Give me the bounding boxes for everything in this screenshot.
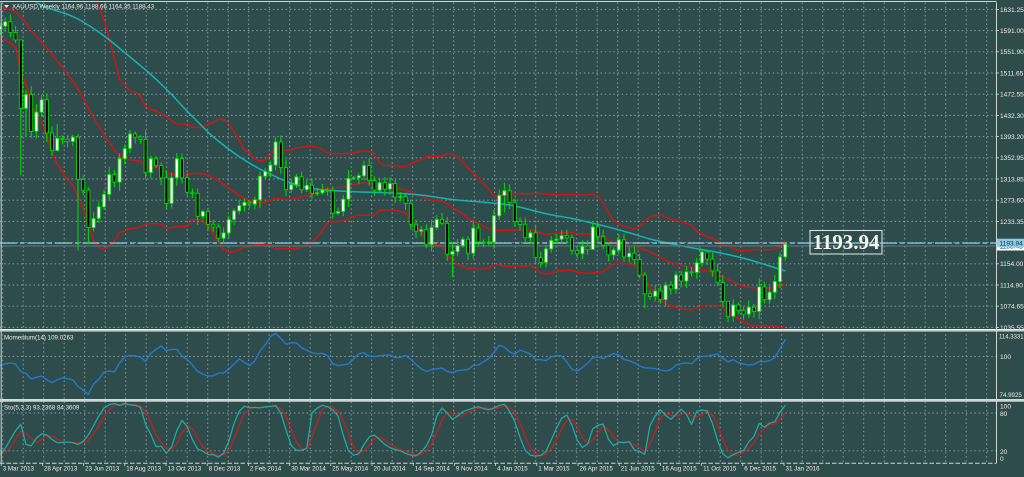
svg-text:1 Mar 2015: 1 Mar 2015 [538,466,570,473]
svg-text:1631.25: 1631.25 [1000,7,1024,14]
svg-text:74.9925: 74.9925 [1000,392,1023,399]
svg-text:31 Jan 2016: 31 Jan 2016 [786,466,821,473]
svg-text:16 Aug 2015: 16 Aug 2015 [662,466,697,473]
svg-text:Momentum(14) 109.0263: Momentum(14) 109.0263 [4,335,74,342]
svg-text:100: 100 [1000,403,1011,410]
svg-text:30 Mar 2014: 30 Mar 2014 [291,466,326,473]
svg-text:114.3331: 114.3331 [999,335,1024,341]
svg-text:23 Jun 2013: 23 Jun 2013 [85,466,120,473]
svg-text:1591.00: 1591.00 [1000,28,1024,35]
svg-text:26 Apr 2015: 26 Apr 2015 [580,466,614,473]
svg-text:14 Sep 2014: 14 Sep 2014 [415,466,451,473]
svg-text:1074.65: 1074.65 [1000,304,1024,311]
svg-text:80: 80 [1000,411,1008,418]
svg-text:Sto(5,3,3) 93.2368 84.3609: Sto(5,3,3) 93.2368 84.3609 [4,405,80,412]
svg-text:1551.90: 1551.90 [1000,49,1024,56]
svg-text:18 Aug 2013: 18 Aug 2013 [126,466,161,473]
svg-text:1193.94: 1193.94 [1000,241,1024,248]
svg-text:20 Jul 2014: 20 Jul 2014 [374,466,407,473]
svg-text:8 Dec 2013: 8 Dec 2013 [209,466,241,473]
svg-text:1313.85: 1313.85 [1000,176,1024,183]
svg-text:1035.55: 1035.55 [1000,325,1024,332]
svg-text:2 Feb 2014: 2 Feb 2014 [250,466,282,473]
svg-text:0: 0 [1000,456,1004,463]
svg-text:100: 100 [1000,354,1011,361]
svg-text:1193.94: 1193.94 [812,230,880,254]
svg-text:20: 20 [1000,449,1008,456]
svg-text:1432.30: 1432.30 [1000,113,1024,120]
svg-text:3 Mar 2013: 3 Mar 2013 [3,466,35,473]
svg-text:1114.90: 1114.90 [1000,282,1023,289]
svg-text:9 Nov 2014: 9 Nov 2014 [456,466,488,473]
svg-text:1273.60: 1273.60 [1000,198,1024,205]
svg-text:11 Oct 2015: 11 Oct 2015 [703,466,737,473]
svg-text:28 Apr 2013: 28 Apr 2013 [44,466,78,473]
svg-text:25 May 2014: 25 May 2014 [332,466,368,473]
svg-text:4 Jan 2015: 4 Jan 2015 [497,466,528,473]
svg-text:XAUUSD,Weekly 1164.96 1188.66: XAUUSD,Weekly 1164.96 1188.66 1164.35 11… [12,4,155,11]
svg-text:21 Jun 2015: 21 Jun 2015 [621,466,656,473]
svg-text:1472.55: 1472.55 [1000,92,1024,99]
svg-text:1511.65: 1511.65 [1000,70,1024,77]
svg-text:1393.20: 1393.20 [1000,134,1024,141]
svg-text:1233.35: 1233.35 [1000,219,1024,226]
svg-text:6 Dec 2015: 6 Dec 2015 [744,466,776,473]
svg-text:13 Oct 2013: 13 Oct 2013 [168,466,202,473]
svg-text:1352.95: 1352.95 [1000,155,1024,162]
svg-text:1154.00: 1154.00 [1000,261,1024,268]
